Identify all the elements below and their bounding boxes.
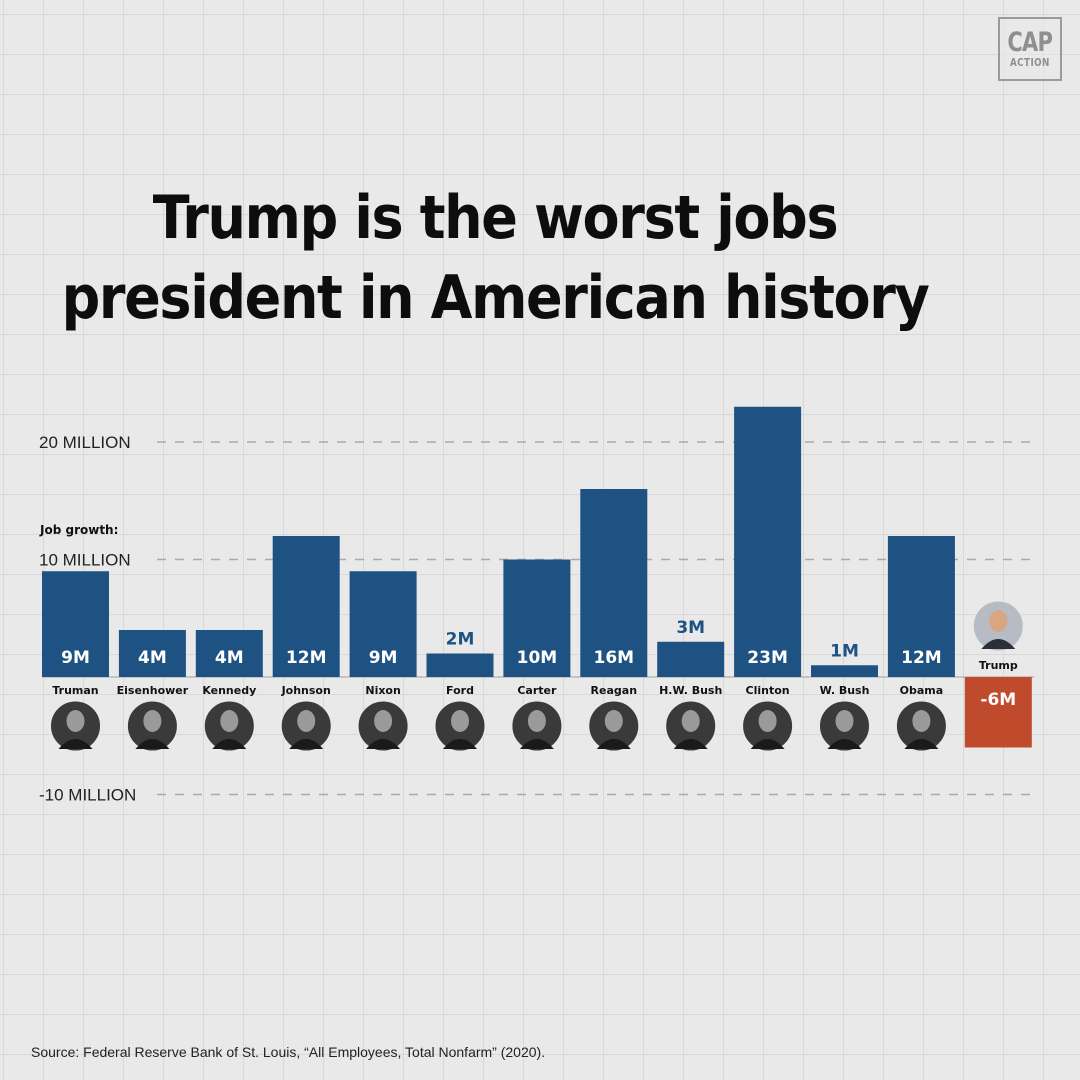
portrait-face xyxy=(912,710,931,732)
y-tick-label: 10 MILLION xyxy=(39,551,131,570)
bar-obama xyxy=(887,536,955,677)
bar-trump xyxy=(964,677,1032,748)
cap-action-logo: CAP ACTION xyxy=(998,17,1062,81)
portrait-shoulders xyxy=(135,739,170,749)
value-label: 9M xyxy=(61,648,90,668)
category-label: Nixon xyxy=(365,684,400,697)
category-label: Ford xyxy=(446,684,474,697)
y-tick-label: 20 MILLION xyxy=(39,433,131,452)
source-note: Source: Federal Reserve Bank of St. Loui… xyxy=(31,1044,546,1060)
portrait-shoulders xyxy=(673,739,708,749)
portrait-face xyxy=(451,710,469,732)
portrait-shoulders xyxy=(212,739,247,749)
bar-nixon xyxy=(349,571,417,677)
y-axis-title: Job growth: xyxy=(39,523,118,537)
bar-eisenhower xyxy=(118,630,186,677)
portrait-shoulders xyxy=(750,739,785,749)
category-label: Johnson xyxy=(281,684,331,697)
category-label: Reagan xyxy=(591,684,637,697)
category-label: W. Bush xyxy=(820,684,870,697)
portrait-face xyxy=(835,710,854,732)
portrait-shoulders xyxy=(366,739,401,749)
value-label: 4M xyxy=(138,648,167,668)
portrait-shoulders xyxy=(443,739,477,749)
value-label: 9M xyxy=(369,648,398,668)
portrait-shoulders xyxy=(596,739,631,749)
category-label: Obama xyxy=(900,684,944,697)
value-label: 4M xyxy=(215,648,244,668)
bar-truman xyxy=(42,571,109,677)
portrait-face xyxy=(604,710,623,732)
logo-line-1: CAP xyxy=(1007,27,1054,58)
portrait-face xyxy=(66,710,85,732)
portrait-face xyxy=(989,610,1008,632)
value-label: 3M xyxy=(676,618,705,638)
portrait-shoulders xyxy=(519,739,554,749)
value-label: 10M xyxy=(517,648,558,668)
portrait-shoulders xyxy=(981,639,1016,649)
category-label: Trump xyxy=(979,659,1018,672)
category-label: H.W. Bush xyxy=(659,684,722,697)
value-label: -6M xyxy=(980,690,1016,710)
portrait-face xyxy=(143,710,162,732)
title-line-2: president in American history xyxy=(61,263,930,333)
bar-kennedy xyxy=(195,630,263,677)
portrait-face xyxy=(374,710,393,732)
category-label: Clinton xyxy=(746,684,790,697)
title-line-1: Trump is the worst jobs xyxy=(152,183,839,253)
bar-w-bush xyxy=(811,665,878,677)
value-label: 12M xyxy=(901,648,942,668)
chart-title: Trump is the worst jobs president in Ame… xyxy=(0,178,990,338)
value-label: 23M xyxy=(747,648,788,668)
value-label: 16M xyxy=(594,648,635,668)
bar-ford xyxy=(426,653,494,677)
category-label: Truman xyxy=(52,684,98,697)
y-tick-label: -10 MILLION xyxy=(39,786,136,805)
portrait-shoulders xyxy=(58,739,93,749)
category-label: Carter xyxy=(517,684,557,697)
portrait-shoulders xyxy=(827,739,862,749)
bar-h-w-bush xyxy=(657,641,725,677)
value-label: 2M xyxy=(446,630,475,650)
portrait-shoulders xyxy=(904,739,939,749)
logo-line-2: ACTION xyxy=(1010,56,1050,69)
bar-clinton xyxy=(734,406,802,677)
value-label: 12M xyxy=(286,648,327,668)
portrait-shoulders xyxy=(289,739,324,749)
bar-johnson xyxy=(272,536,340,677)
value-label: 1M xyxy=(830,641,859,661)
category-label: Eisenhower xyxy=(117,684,189,697)
portrait-face xyxy=(527,710,546,732)
bar-carter xyxy=(503,559,571,677)
portrait-face xyxy=(297,710,316,732)
bar-reagan xyxy=(580,489,648,677)
portrait-face xyxy=(758,710,777,732)
portrait-face xyxy=(220,710,239,732)
category-label: Kennedy xyxy=(202,684,256,697)
portrait-face xyxy=(681,710,700,732)
